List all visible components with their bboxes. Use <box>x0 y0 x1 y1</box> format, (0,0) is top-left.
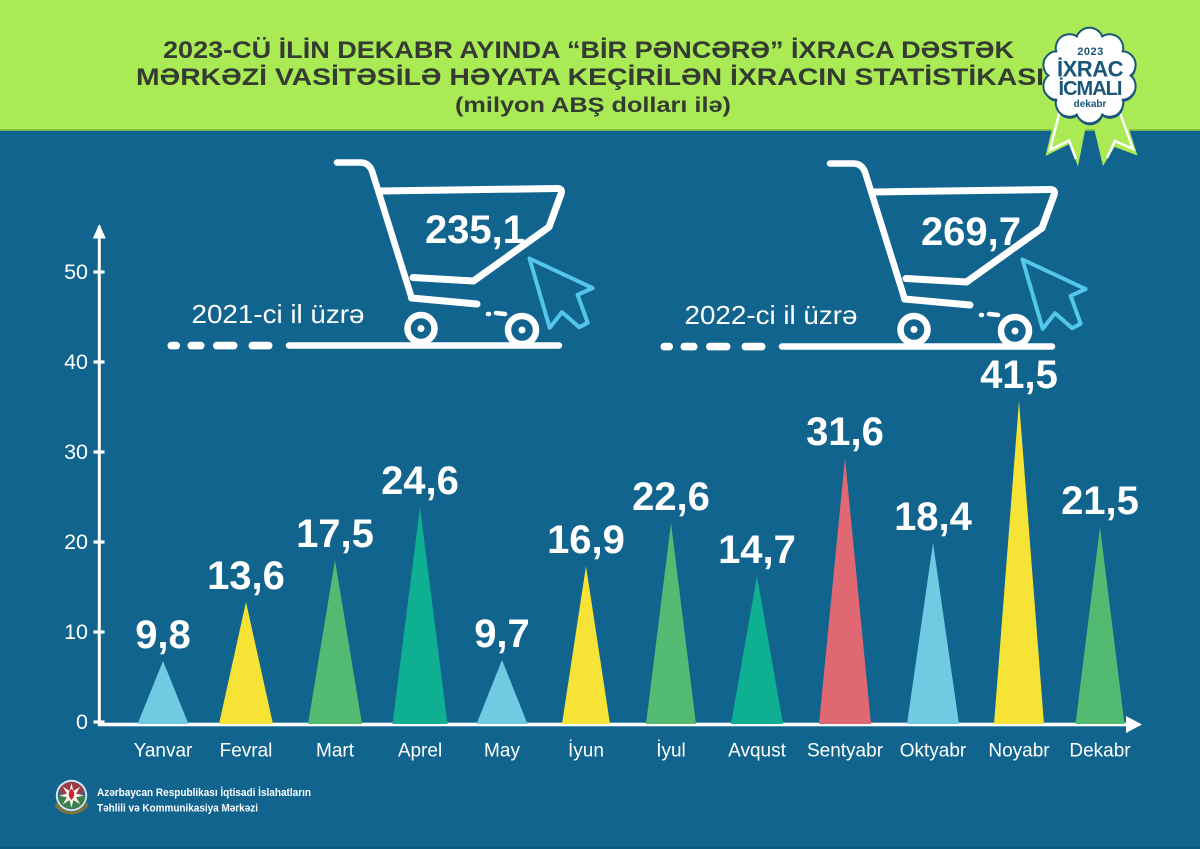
svg-text:21,5: 21,5 <box>1061 479 1139 523</box>
svg-text:(milyon ABŞ dolları ilə): (milyon ABŞ dolları ilə) <box>455 94 731 117</box>
svg-text:dekabr: dekabr <box>1074 99 1107 110</box>
svg-text:Dekabr: Dekabr <box>1069 741 1131 762</box>
svg-text:İyul: İyul <box>656 741 686 762</box>
svg-text:Oktyabr: Oktyabr <box>900 741 967 762</box>
svg-text:269,7: 269,7 <box>921 210 1021 254</box>
svg-text:10: 10 <box>64 620 88 644</box>
svg-text:Azərbaycan Respublikası İqtisa: Azərbaycan Respublikası İqtisadi İslahat… <box>97 786 311 799</box>
svg-text:17,5: 17,5 <box>296 512 374 556</box>
svg-text:50: 50 <box>64 260 88 284</box>
svg-text:13,6: 13,6 <box>207 554 285 598</box>
svg-text:Avqust: Avqust <box>728 741 786 762</box>
svg-text:235,1: 235,1 <box>425 208 525 252</box>
svg-text:İyun: İyun <box>568 741 604 762</box>
svg-text:Aprel: Aprel <box>398 741 442 762</box>
svg-text:40: 40 <box>64 350 88 374</box>
svg-text:14,7: 14,7 <box>718 528 796 572</box>
svg-text:9,7: 9,7 <box>474 612 530 656</box>
svg-text:20: 20 <box>64 530 88 554</box>
svg-text:24,6: 24,6 <box>381 459 459 503</box>
svg-text:İCMALI: İCMALI <box>1059 77 1122 100</box>
svg-text:2023-CÜ İLİN DEKABR AYINDA “Bİ: 2023-CÜ İLİN DEKABR AYINDA “BİR PƏNCƏRƏ”… <box>163 37 1015 64</box>
svg-text:9,8: 9,8 <box>135 613 191 657</box>
svg-text:May: May <box>484 741 520 762</box>
svg-text:Sentyabr: Sentyabr <box>807 741 884 762</box>
svg-text:2023: 2023 <box>1077 46 1103 58</box>
svg-text:Mart: Mart <box>316 741 355 762</box>
svg-text:2021-ci il üzrə: 2021-ci il üzrə <box>192 299 365 329</box>
svg-text:Təhlili və Kommunikasiya Mərkə: Təhlili və Kommunikasiya Mərkəzi <box>97 803 258 815</box>
svg-text:Noyabr: Noyabr <box>988 741 1050 762</box>
svg-text:Fevral: Fevral <box>220 741 273 762</box>
svg-text:MƏRKƏZİ VASİTƏSİLƏ HƏYATA KEÇİ: MƏRKƏZİ VASİTƏSİLƏ HƏYATA KEÇİRİLƏN İXRA… <box>136 64 1044 91</box>
svg-text:31,6: 31,6 <box>806 410 884 454</box>
svg-text:Yanvar: Yanvar <box>134 741 193 762</box>
svg-text:İXRAC: İXRAC <box>1057 57 1124 82</box>
svg-text:16,9: 16,9 <box>547 518 625 562</box>
svg-text:41,5: 41,5 <box>980 353 1058 397</box>
svg-text:2022-ci il üzrə: 2022-ci il üzrə <box>685 300 858 330</box>
svg-text:30: 30 <box>64 440 88 464</box>
svg-text:18,4: 18,4 <box>894 495 973 539</box>
svg-text:0: 0 <box>76 710 88 734</box>
svg-text:22,6: 22,6 <box>632 475 710 519</box>
